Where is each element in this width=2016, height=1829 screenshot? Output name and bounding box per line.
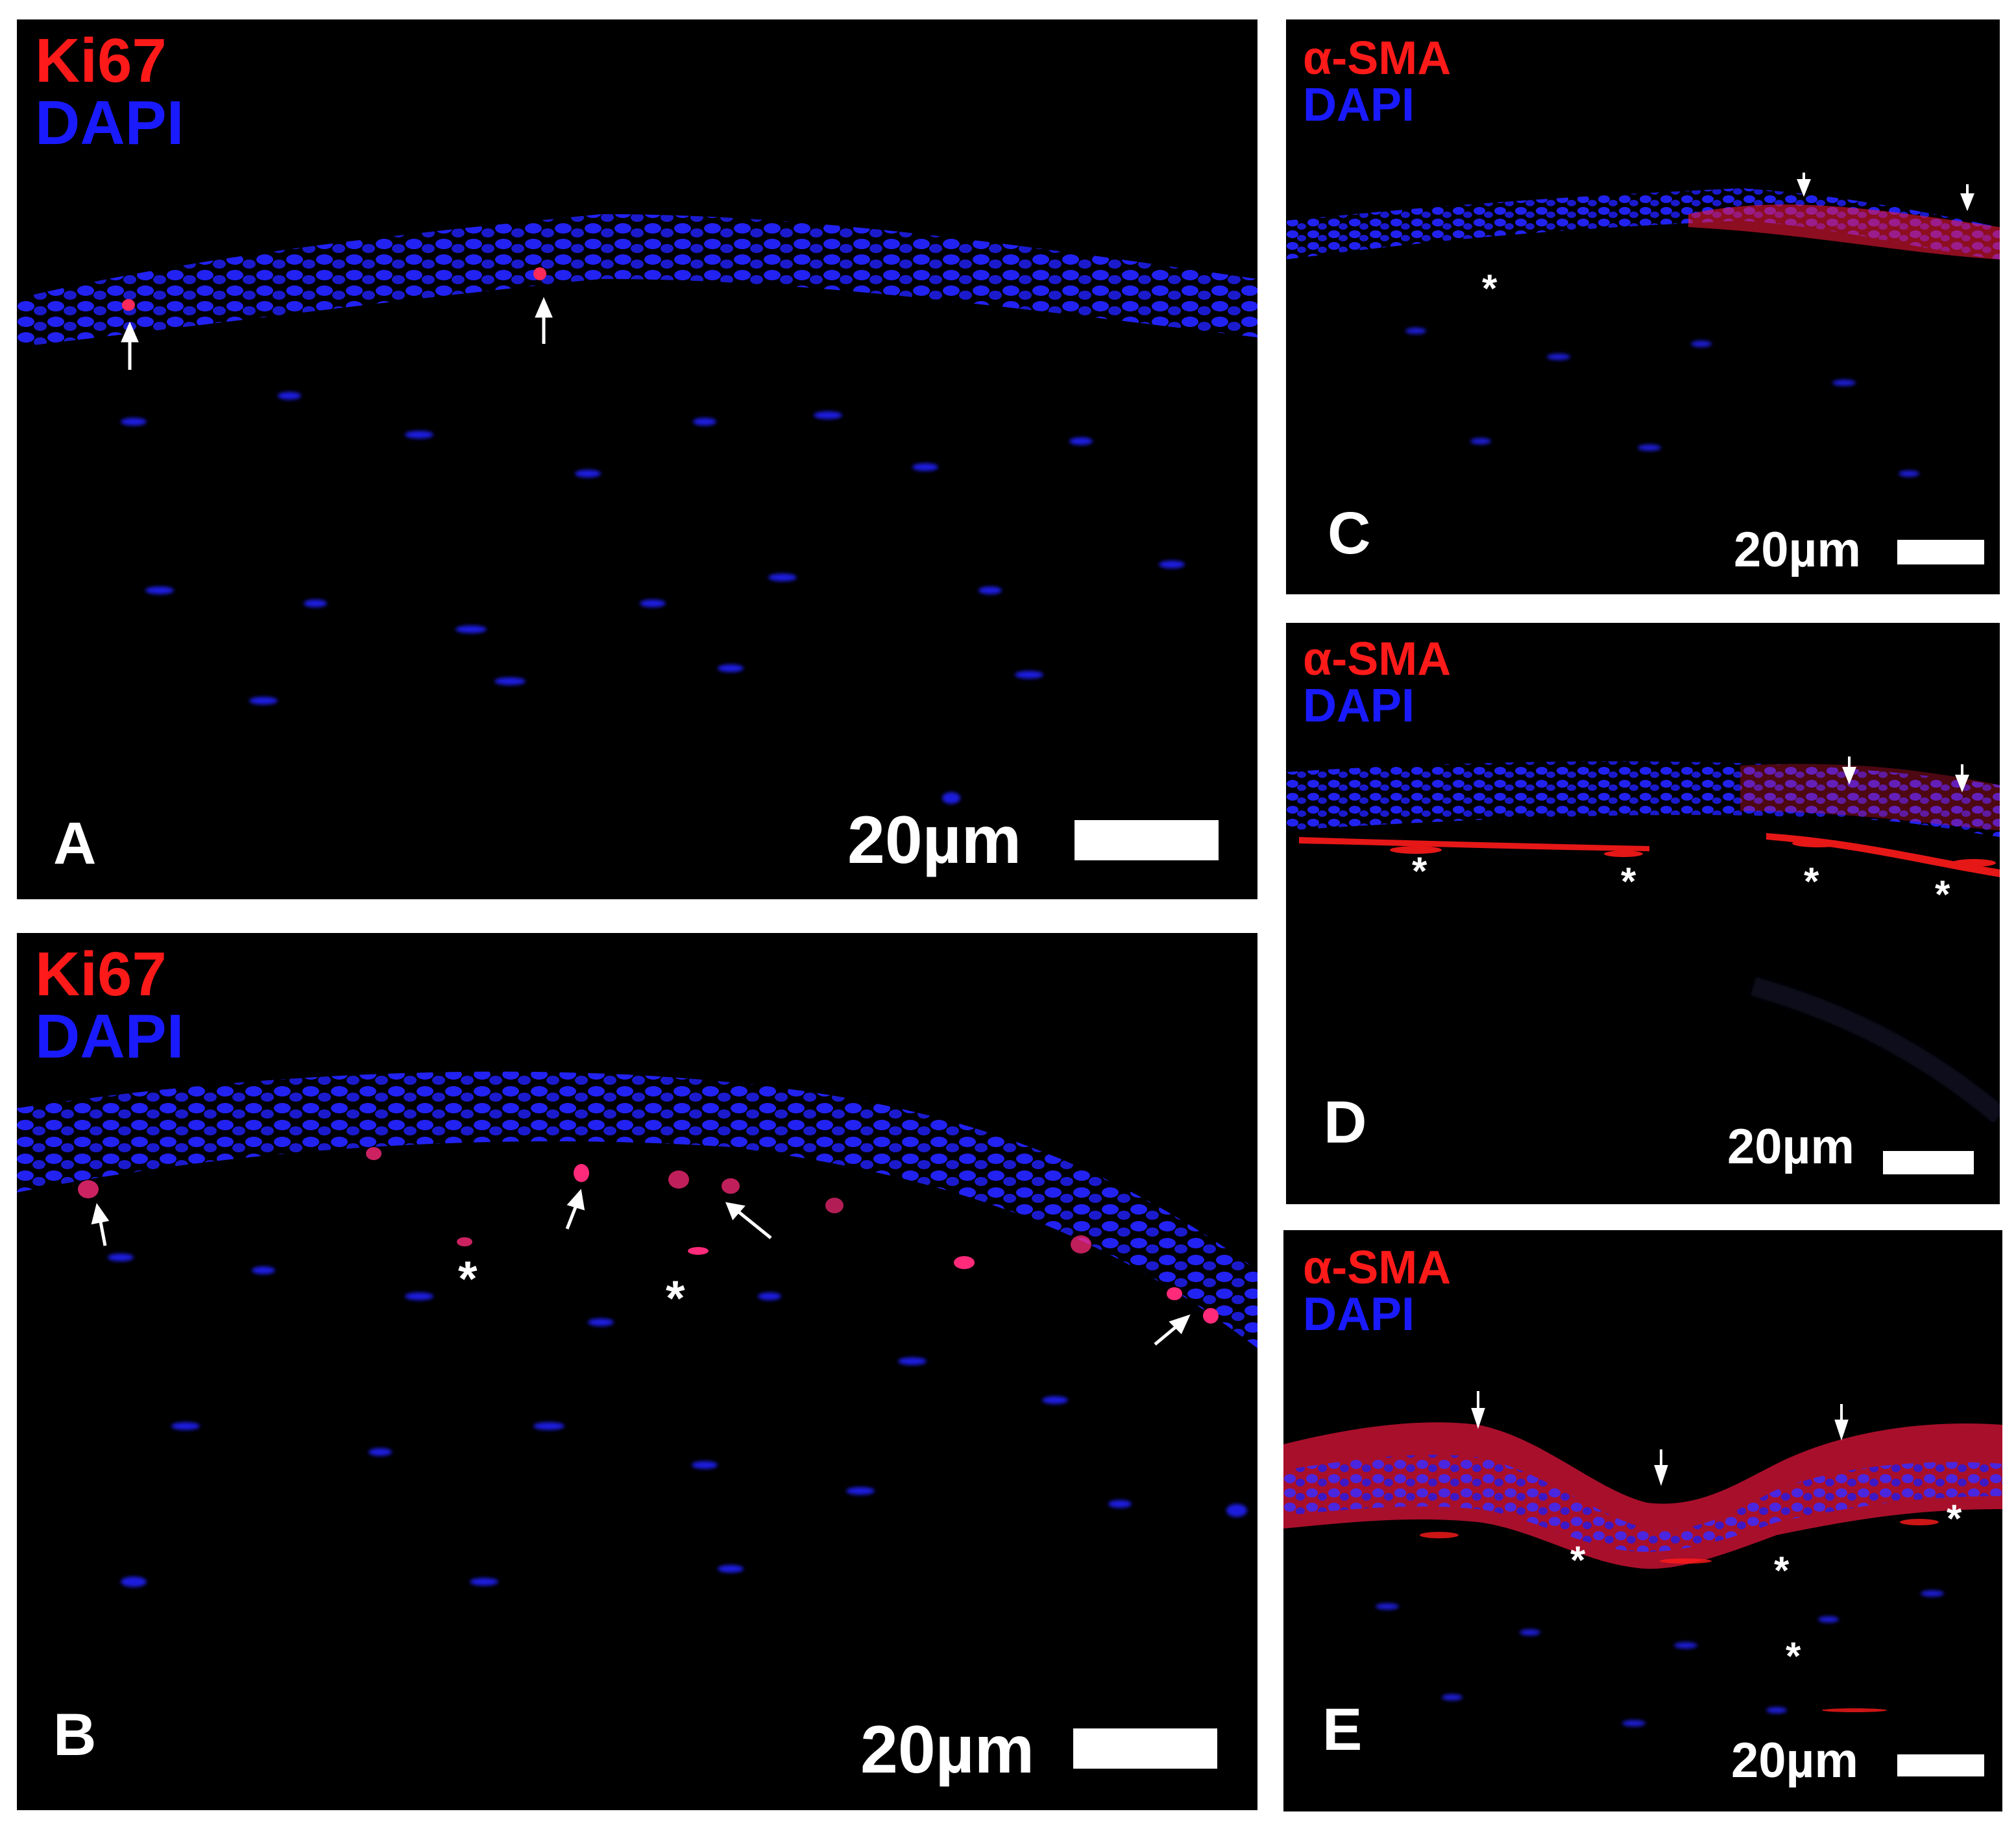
- panel-e-micrograph: [1283, 1391, 2002, 1726]
- panel-a-counterstain-label: DAPI: [35, 88, 184, 158]
- panel-d-legend: α-SMA DAPI: [1303, 636, 1451, 729]
- panel-b-counterstain-label: DAPI: [35, 1002, 184, 1071]
- panel-d-counterstain-label: DAPI: [1303, 680, 1415, 732]
- panel-e-marker-label: α-SMA: [1303, 1242, 1451, 1294]
- panel-b: Ki67 DAPI * * B 20µm: [17, 933, 1257, 1810]
- panel-e-asterisk: *: [1570, 1538, 1586, 1582]
- panel-c-scale-label: 20µm: [1734, 522, 1861, 577]
- panel-c-marker-label: α-SMA: [1303, 32, 1451, 84]
- panel-b-scale-bar: [1073, 1728, 1217, 1769]
- panel-b-micrograph: [17, 1071, 1257, 1587]
- panel-d-asterisk: *: [1621, 860, 1636, 903]
- panel-e-asterisk: *: [1786, 1634, 1801, 1678]
- panel-e-arrows: [1471, 1391, 1849, 1486]
- panel-a-arrows: [121, 297, 553, 370]
- panel-d-arrows: [1842, 757, 1969, 793]
- panel-a-marker-label: Ki67: [35, 26, 167, 95]
- panel-c-micrograph: [1286, 173, 2000, 477]
- panel-d-marker-label: α-SMA: [1303, 633, 1451, 685]
- panel-c-arrows: [1797, 173, 1974, 212]
- panel-a-scale-label: 20µm: [847, 803, 1022, 878]
- panel-b-asterisk: *: [458, 1252, 478, 1307]
- panel-e-scale-label: 20µm: [1731, 1733, 1858, 1788]
- panel-a-micrograph: [17, 214, 1257, 804]
- panel-e-legend: α-SMA DAPI: [1303, 1244, 1451, 1338]
- panel-d-micrograph: [1286, 757, 2000, 1124]
- panel-b-marker-label: Ki67: [35, 939, 167, 1009]
- panel-d: α-SMA DAPI * * * * D 20µm: [1286, 623, 2000, 1204]
- panel-e: α-SMA DAPI * * * * E 20µm: [1283, 1230, 2002, 1811]
- panel-b-scale-label: 20µm: [860, 1712, 1035, 1787]
- panel-c-scale-bar: [1897, 540, 1984, 564]
- panel-d-asterisk: *: [1412, 849, 1427, 893]
- panel-a-letter: A: [53, 810, 97, 877]
- panel-b-arrows: [91, 1189, 1191, 1346]
- panel-e-asterisk: *: [1947, 1497, 1962, 1540]
- panel-c-legend: α-SMA DAPI: [1303, 35, 1451, 128]
- panel-c-counterstain-label: DAPI: [1303, 79, 1415, 131]
- panel-c-asterisk: *: [1482, 267, 1498, 310]
- panel-d-letter: D: [1324, 1089, 1367, 1156]
- panel-b-asterisk: *: [666, 1271, 685, 1326]
- panel-d-asterisk: *: [1935, 873, 1950, 916]
- panel-b-letter: B: [53, 1702, 97, 1768]
- panel-d-scale-label: 20µm: [1727, 1119, 1854, 1174]
- panel-d-scale-bar: [1883, 1151, 1974, 1174]
- panel-d-asterisk: *: [1804, 860, 1819, 903]
- panel-c-letter: C: [1328, 500, 1371, 566]
- panel-b-legend: Ki67 DAPI: [35, 943, 184, 1068]
- panel-a-legend: Ki67 DAPI: [35, 30, 184, 154]
- panel-e-scale-bar: [1897, 1754, 1984, 1776]
- panel-e-letter: E: [1322, 1697, 1363, 1763]
- panel-a: Ki67 DAPI A 20µm: [17, 19, 1257, 899]
- panel-e-counterstain-label: DAPI: [1303, 1289, 1415, 1340]
- panel-e-asterisk: *: [1774, 1549, 1790, 1592]
- panel-a-scale-bar: [1075, 820, 1219, 860]
- panel-c: α-SMA DAPI * C 20µm: [1286, 19, 2000, 594]
